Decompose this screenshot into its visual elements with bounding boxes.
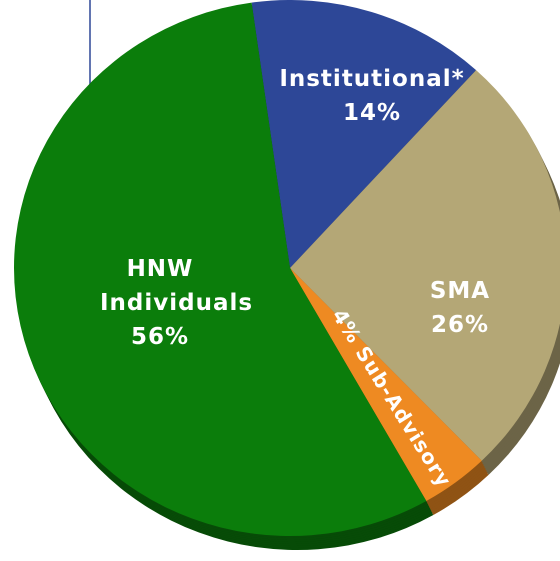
slice [290, 70, 560, 461]
value-label: 26% [430, 312, 490, 338]
category-label: Institutional* [279, 66, 465, 92]
category-label: HNW Individuals [100, 256, 254, 316]
slice [13, 2, 427, 537]
category-label: SMA [429, 278, 491, 304]
value-label: 56% [130, 324, 190, 350]
slice [251, 0, 477, 268]
slice [290, 268, 482, 502]
slice-label: Institutional* 14% [262, 62, 482, 130]
slice-label: HNW Individuals 56% [70, 252, 254, 354]
value-label: 14% [342, 100, 402, 126]
slice-label: SMA 26% [400, 274, 520, 342]
